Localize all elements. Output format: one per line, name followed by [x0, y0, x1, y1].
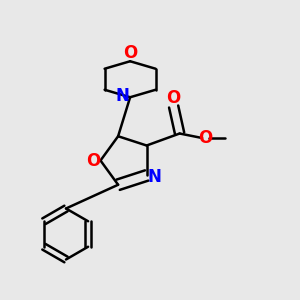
- Text: O: O: [199, 129, 213, 147]
- Text: O: O: [123, 44, 137, 62]
- Text: N: N: [147, 168, 161, 186]
- Text: N: N: [116, 87, 130, 105]
- Text: O: O: [86, 152, 100, 169]
- Text: O: O: [167, 89, 181, 107]
